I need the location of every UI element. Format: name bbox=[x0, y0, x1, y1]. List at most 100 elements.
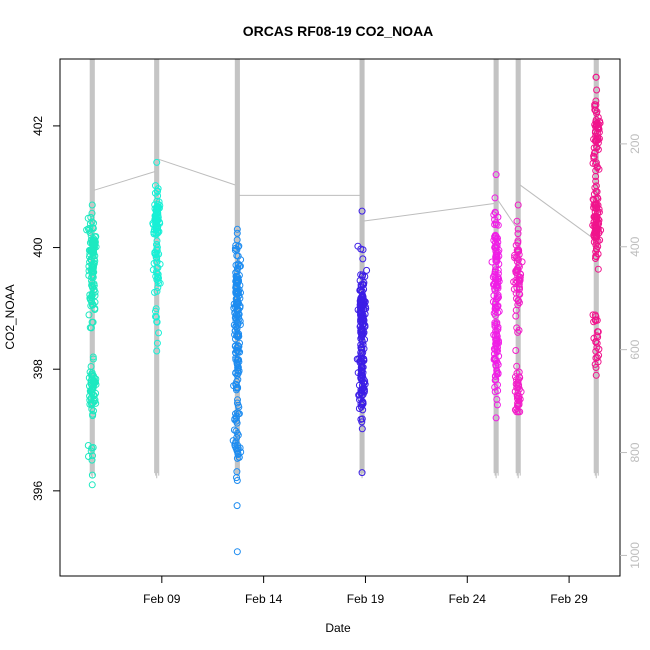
chart-title: ORCAS RF08-19 CO2_NOAA bbox=[243, 23, 434, 39]
data-point bbox=[88, 389, 96, 397]
series-RF14 bbox=[589, 73, 605, 379]
data-point bbox=[85, 453, 92, 460]
data-point bbox=[513, 362, 521, 370]
data-point bbox=[358, 345, 366, 353]
data-point bbox=[515, 290, 523, 298]
y2-tick-label: 400 bbox=[628, 236, 642, 256]
data-point bbox=[592, 252, 600, 260]
data-point bbox=[495, 293, 502, 301]
data-point bbox=[591, 102, 599, 110]
data-point bbox=[153, 188, 161, 196]
data-point bbox=[88, 218, 96, 226]
data-point bbox=[89, 410, 97, 418]
data-point bbox=[514, 328, 522, 336]
data-point bbox=[359, 349, 367, 357]
data-point bbox=[232, 335, 239, 343]
data-point bbox=[88, 209, 96, 217]
x-tick-label: Feb 14 bbox=[245, 592, 283, 606]
data-point bbox=[154, 209, 161, 217]
data-point bbox=[87, 363, 95, 370]
data-point bbox=[492, 337, 500, 345]
data-point bbox=[357, 366, 365, 374]
x-axis-label: Date bbox=[325, 621, 351, 635]
data-point bbox=[358, 307, 366, 315]
data-point bbox=[90, 372, 97, 380]
data-point bbox=[89, 444, 97, 451]
data-point bbox=[234, 444, 242, 452]
data-point bbox=[490, 331, 498, 339]
data-point bbox=[516, 270, 524, 278]
series-RF09 bbox=[149, 158, 164, 355]
data-point bbox=[492, 219, 500, 227]
data-point bbox=[235, 410, 243, 418]
data-point bbox=[512, 347, 520, 354]
series-RF12 bbox=[488, 171, 503, 422]
data-point bbox=[233, 502, 241, 510]
data-point bbox=[359, 246, 367, 254]
data-point bbox=[361, 336, 368, 344]
data-point bbox=[152, 182, 159, 190]
data-point bbox=[232, 417, 240, 425]
data-point bbox=[153, 339, 161, 347]
data-point bbox=[233, 236, 241, 244]
data-point bbox=[592, 137, 599, 144]
data-point bbox=[512, 312, 520, 320]
data-point bbox=[154, 273, 162, 281]
data-point bbox=[88, 294, 95, 301]
data-point bbox=[512, 279, 520, 287]
data-point bbox=[83, 226, 91, 234]
data-point bbox=[514, 399, 522, 407]
data-point bbox=[359, 406, 367, 414]
data-point bbox=[514, 225, 522, 233]
data-point bbox=[591, 228, 599, 236]
data-point bbox=[495, 252, 503, 260]
data-point bbox=[592, 73, 600, 81]
data-point bbox=[358, 418, 366, 426]
data-point bbox=[234, 321, 242, 329]
data-point bbox=[236, 317, 244, 325]
data-point bbox=[87, 302, 95, 310]
data-point bbox=[356, 277, 364, 284]
data-point bbox=[234, 243, 242, 251]
data-point bbox=[514, 230, 522, 238]
chart-axes: Feb 09 Feb 14 Feb 19 Feb 24 Feb 29 396 398 400 4… bbox=[31, 116, 642, 606]
data-point bbox=[90, 392, 98, 400]
data-point bbox=[592, 371, 600, 379]
data-point bbox=[515, 263, 523, 271]
y-tick-label: 398 bbox=[31, 359, 45, 379]
data-point bbox=[363, 266, 371, 274]
data-point bbox=[491, 321, 499, 329]
data-point bbox=[361, 298, 369, 306]
data-point bbox=[155, 279, 162, 287]
data-point bbox=[513, 217, 521, 225]
data-point bbox=[87, 378, 95, 386]
data-point bbox=[512, 276, 520, 284]
data-point bbox=[152, 219, 160, 227]
data-point bbox=[88, 456, 96, 464]
data-point bbox=[152, 305, 160, 313]
data-point bbox=[593, 332, 601, 340]
y2-tick-label: 200 bbox=[628, 134, 642, 154]
data-point bbox=[87, 447, 95, 455]
data-point bbox=[514, 201, 522, 209]
data-point bbox=[153, 237, 161, 245]
y-tick-label: 402 bbox=[31, 116, 45, 136]
chart-marks bbox=[83, 59, 605, 556]
data-point bbox=[593, 194, 601, 202]
data-point bbox=[494, 381, 501, 389]
transit-line bbox=[497, 200, 517, 228]
data-point bbox=[88, 471, 96, 479]
data-point bbox=[592, 347, 600, 355]
data-point bbox=[89, 355, 97, 363]
data-point bbox=[358, 392, 366, 400]
data-point bbox=[150, 230, 158, 238]
data-point bbox=[357, 349, 365, 356]
data-point bbox=[359, 326, 367, 334]
data-point bbox=[591, 121, 599, 129]
transit-line bbox=[519, 184, 595, 240]
data-point bbox=[230, 321, 238, 329]
data-point bbox=[235, 343, 243, 350]
data-point bbox=[232, 289, 240, 297]
data-point bbox=[89, 224, 97, 232]
